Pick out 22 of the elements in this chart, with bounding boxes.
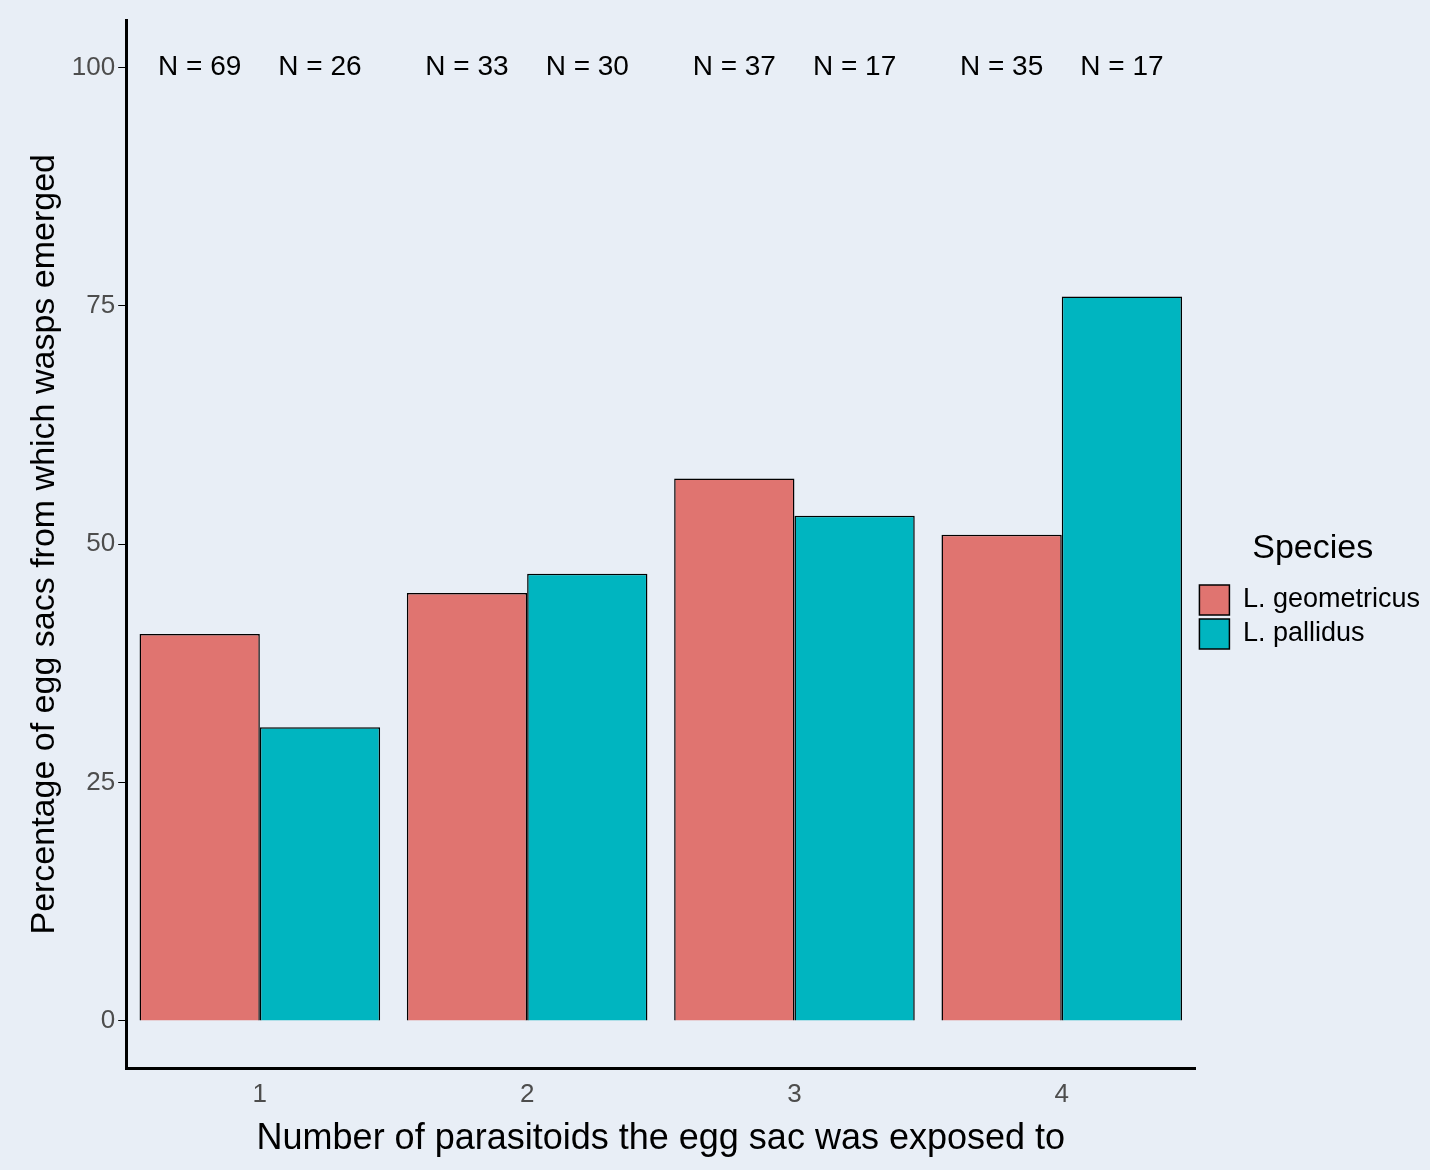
annotation: N = 30 xyxy=(545,50,629,82)
annotation: N = 17 xyxy=(1080,50,1164,82)
legend-label: L. geometricus xyxy=(1242,583,1421,614)
annotation: N = 26 xyxy=(278,50,362,82)
y-tick-label: 25 xyxy=(86,765,116,796)
y-tick-label: 75 xyxy=(86,289,116,320)
legend-label: L. pallidus xyxy=(1242,617,1365,648)
x-tick-label: 3 xyxy=(787,1078,802,1109)
y-tick-label: 50 xyxy=(86,527,116,558)
annotation: N = 33 xyxy=(425,50,509,82)
annotation: N = 35 xyxy=(959,50,1044,82)
y-tick-label: 0 xyxy=(100,1004,116,1035)
y-axis-title: Percentage of egg sacs from which wasps emerged xyxy=(22,154,61,935)
x-tick-label: 2 xyxy=(519,1078,535,1109)
annotation: N = 69 xyxy=(158,50,242,82)
legend-title: Species xyxy=(1252,527,1374,566)
annotation: N = 37 xyxy=(692,50,776,82)
annotation: N = 17 xyxy=(812,50,897,82)
x-tick-label: 4 xyxy=(1054,1078,1069,1109)
y-tick-label: 100 xyxy=(71,50,116,81)
x-tick-label: 1 xyxy=(252,1078,268,1109)
x-axis-title: Number of parasitoids the egg sac was exposed to xyxy=(256,1116,1066,1158)
